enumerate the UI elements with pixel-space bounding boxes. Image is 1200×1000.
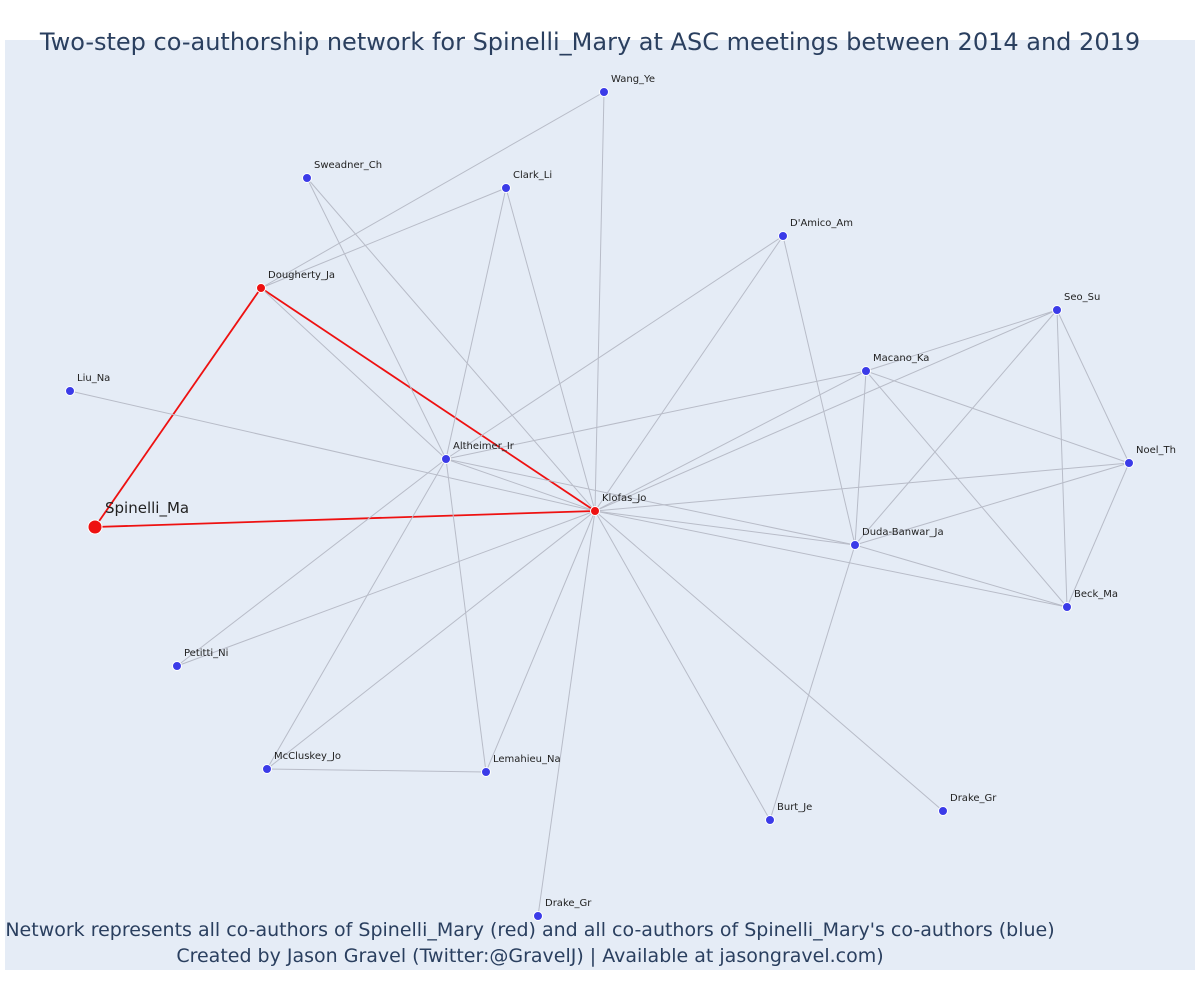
edge-Duda-Banwar_Ja-Beck_Ma	[854, 544, 1068, 608]
edge-Altheimer_Ir-Macano_Ka	[445, 370, 867, 460]
node-label-Altheimer_Ir: Altheimer_Ir	[453, 441, 515, 452]
nodes-layer	[65, 87, 1134, 921]
edge-Altheimer_Ir-McCluskey_Jo	[266, 458, 447, 770]
node-label-Liu_Na: Liu_Na	[77, 373, 110, 384]
node-label-Duda-Banwar_Ja: Duda-Banwar_Ja	[862, 527, 944, 538]
node-label-Noel_Th: Noel_Th	[1136, 445, 1176, 456]
edge-Dougherty_Ja-Altheimer_Ir	[260, 287, 447, 460]
node-Drake_Gr_b[interactable]	[533, 911, 543, 921]
edge-Klofas_Jo-Drake_Gr_b	[537, 510, 596, 917]
edge-Seo_Su-Macano_Ka	[865, 309, 1058, 372]
node-label-Clark_Li: Clark_Li	[513, 170, 552, 181]
labels-layer: Spinelli_Ma Dougherty_Ja Klofas_Jo Wang_Ye S…	[77, 74, 1176, 909]
node-label-Seo_Su: Seo_Su	[1064, 292, 1100, 303]
edge-Klofas_Jo-Sweadner_Ch	[306, 177, 596, 512]
node-label-Drake_Gr_b: Drake_Gr	[545, 898, 592, 909]
caption-line-1: Network represents all co-authors of Spi…	[5, 919, 1055, 941]
node-D'Amico_Am[interactable]	[778, 231, 788, 241]
node-McCluskey_Jo[interactable]	[262, 764, 272, 774]
chart-caption: Network represents all co-authors of Spi…	[5, 917, 1055, 969]
chart-title: Two-step co-authorship network for Spine…	[39, 28, 1141, 56]
node-label-Burt_Je: Burt_Je	[777, 802, 812, 813]
node-Lemahieu_Na[interactable]	[481, 767, 491, 777]
caption-line-2: Created by Jason Gravel (Twitter:@Gravel…	[176, 945, 884, 967]
node-Petitti_Ni[interactable]	[172, 661, 182, 671]
edge-Klofas_Jo-Wang_Ye	[594, 91, 605, 512]
node-label-Petitti_Ni: Petitti_Ni	[184, 648, 228, 659]
edge-Klofas_Jo-Duda-Banwar_Ja	[594, 510, 856, 546]
edge-Noel_Th-Beck_Ma	[1066, 462, 1130, 608]
node-label-Macano_Ka: Macano_Ka	[873, 353, 929, 364]
edge-Klofas_Jo-McCluskey_Jo	[266, 510, 596, 770]
edge-Klofas_Jo-Clark_Li	[505, 187, 596, 512]
node-label-Lemahieu_Na: Lemahieu_Na	[493, 754, 561, 765]
edge-Klofas_Jo-Beck_Ma	[594, 510, 1068, 608]
edge-Dougherty_Ja-Clark_Li	[260, 187, 507, 289]
node-Wang_Ye[interactable]	[599, 87, 609, 97]
edge-Altheimer_Ir-Duda-Banwar_Ja	[445, 458, 856, 546]
edge-Dougherty_Ja-Wang_Ye	[260, 91, 605, 289]
edge-Seo_Su-Noel_Th	[1056, 309, 1130, 464]
edge-Macano_Ka-Duda-Banwar_Ja	[854, 370, 867, 546]
node-label-Dougherty_Ja: Dougherty_Ja	[268, 270, 335, 281]
node-label-Wang_Ye: Wang_Ye	[611, 74, 655, 85]
plot-area	[5, 40, 1195, 970]
node-label-Drake_Gr_a: Drake_Gr	[950, 793, 997, 804]
edge-Altheimer_Ir-Clark_Li	[445, 187, 507, 460]
edge-Altheimer_Ir-Sweadner_Ch	[306, 177, 447, 460]
edges-layer	[69, 91, 1130, 917]
edge-Klofas_Jo-Macano_Ka	[594, 370, 867, 512]
node-Klofas_Jo[interactable]	[590, 506, 600, 516]
edge-Altheimer_Ir-D'Amico_Am	[445, 235, 784, 460]
node-Macano_Ka[interactable]	[861, 366, 871, 376]
edge-Klofas_Jo-D'Amico_Am	[594, 235, 784, 512]
edge-Klofas_Jo-Liu_Na	[69, 390, 596, 512]
edge-Spinelli_Ma-Klofas_Jo	[94, 510, 596, 528]
edge-Klofas_Jo-Drake_Gr_a	[594, 510, 944, 812]
edge-Spinelli_Ma-Dougherty_Ja	[94, 287, 262, 528]
edge-Dougherty_Ja-Klofas_Jo	[260, 287, 596, 512]
node-Noel_Th[interactable]	[1124, 458, 1134, 468]
edge-Seo_Su-Beck_Ma	[1056, 309, 1068, 608]
edge-Klofas_Jo-Noel_Th	[594, 462, 1130, 512]
node-Burt_Je[interactable]	[765, 815, 775, 825]
node-label-Spinelli_Ma: Spinelli_Ma	[105, 499, 189, 518]
node-Liu_Na[interactable]	[65, 386, 75, 396]
edge-Macano_Ka-Noel_Th	[865, 370, 1130, 464]
node-label-Klofas_Jo: Klofas_Jo	[602, 493, 646, 504]
node-label-D'Amico_Am: D'Amico_Am	[790, 218, 853, 229]
edge-Duda-Banwar_Ja-Burt_Je	[769, 544, 856, 821]
edge-Klofas_Jo-Petitti_Ni	[176, 510, 596, 667]
edge-D'Amico_Am-Duda-Banwar_Ja	[782, 235, 856, 546]
edge-Klofas_Jo-Lemahieu_Na	[485, 510, 596, 773]
edge-McCluskey_Jo-Lemahieu_Na	[266, 768, 487, 773]
edge-Klofas_Jo-Burt_Je	[594, 510, 771, 821]
node-Duda-Banwar_Ja[interactable]	[850, 540, 860, 550]
edge-Altheimer_Ir-Lemahieu_Na	[445, 458, 487, 773]
node-label-McCluskey_Jo: McCluskey_Jo	[274, 751, 341, 762]
node-label-Beck_Ma: Beck_Ma	[1074, 589, 1118, 600]
node-Drake_Gr_a[interactable]	[938, 806, 948, 816]
node-Sweadner_Ch[interactable]	[302, 173, 312, 183]
node-Beck_Ma[interactable]	[1062, 602, 1072, 612]
node-Spinelli_Ma[interactable]	[87, 519, 103, 535]
edge-Noel_Th-Duda-Banwar_Ja	[854, 462, 1130, 546]
node-Altheimer_Ir[interactable]	[441, 454, 451, 464]
edge-Klofas_Jo-Altheimer_Ir	[445, 458, 596, 512]
edge-Macano_Ka-Beck_Ma	[865, 370, 1068, 608]
node-Clark_Li[interactable]	[501, 183, 511, 193]
edge-Klofas_Jo-Seo_Su	[594, 309, 1058, 512]
edge-Altheimer_Ir-Petitti_Ni	[176, 458, 447, 667]
edge-Seo_Su-Duda-Banwar_Ja	[854, 309, 1058, 546]
node-label-Sweadner_Ch: Sweadner_Ch	[314, 160, 382, 171]
node-Dougherty_Ja[interactable]	[256, 283, 266, 293]
node-Seo_Su[interactable]	[1052, 305, 1062, 315]
